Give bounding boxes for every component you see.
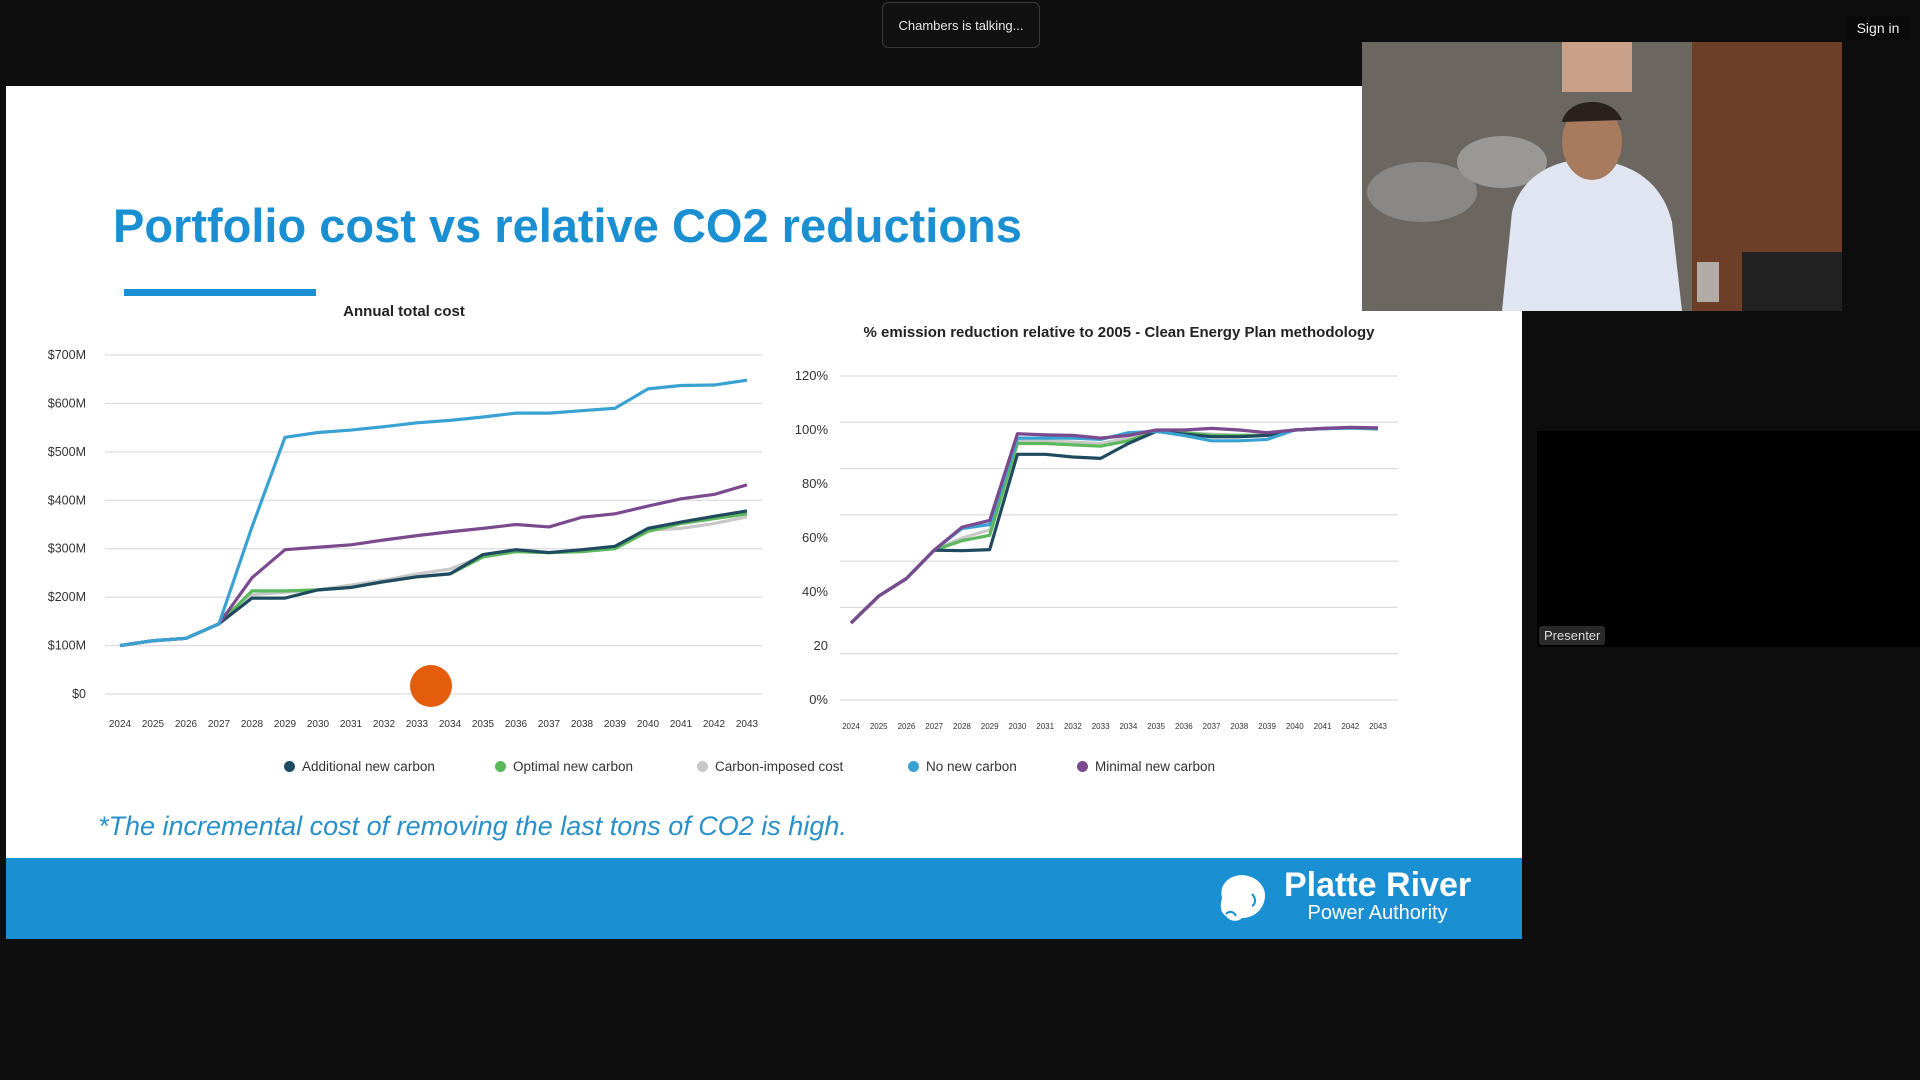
x-tick-label: 2038 (571, 719, 594, 730)
x-tick-label: 2030 (1009, 722, 1027, 731)
series-line (849, 426, 1379, 625)
legend-swatch (284, 761, 295, 772)
y-tick-label: 60% (802, 530, 828, 545)
series-line (119, 378, 748, 648)
x-tick-label: 2036 (1175, 722, 1193, 731)
logo-subtitle: Power Authority (1307, 902, 1448, 924)
x-tick-label: 2031 (1036, 722, 1054, 731)
y-tick-label: $300M (48, 542, 86, 556)
legend-label: Additional new carbon (302, 759, 435, 774)
slide-footnote: *The incremental cost of removing the la… (98, 811, 847, 841)
x-tick-label: 2032 (1064, 722, 1082, 731)
presenter-label: Presenter (1539, 626, 1606, 645)
x-tick-label: 2041 (1314, 722, 1332, 731)
x-tick-label: 2026 (898, 722, 916, 731)
series-line (849, 425, 1379, 625)
series-line (849, 426, 1379, 625)
x-tick-label: 2028 (241, 719, 264, 730)
x-tick-label: 2037 (1203, 722, 1221, 731)
legend-label: Minimal new carbon (1095, 759, 1216, 774)
platte-river-logo: Platte River Power Authority (1212, 868, 1471, 924)
x-tick-label: 2040 (1286, 722, 1304, 731)
y-tick-label: 0% (809, 692, 828, 707)
x-tick-label: 2030 (307, 719, 330, 730)
legend-swatch (495, 761, 506, 772)
y-tick-label: $600M (48, 396, 86, 410)
y-tick-label: 100% (795, 422, 829, 437)
x-tick-label: 2033 (1092, 722, 1110, 731)
x-tick-label: 2028 (953, 722, 971, 731)
x-tick-label: 2036 (505, 719, 528, 730)
x-tick-label: 2042 (703, 719, 726, 730)
x-tick-label: 2024 (842, 722, 860, 731)
x-tick-label: 2024 (109, 719, 132, 730)
x-tick-label: 2025 (142, 719, 165, 730)
x-tick-label: 2038 (1230, 722, 1248, 731)
x-tick-label: 2029 (274, 719, 297, 730)
legend-item: Minimal new carbon (1077, 759, 1215, 774)
legend-label: No new carbon (926, 759, 1017, 774)
y-tick-label: 80% (802, 476, 828, 491)
pointer-marker (410, 665, 452, 707)
speaker-video[interactable] (1362, 42, 1842, 311)
legend-item: Carbon-imposed cost (697, 759, 843, 774)
x-tick-label: 2039 (604, 719, 627, 730)
legend-label: Carbon-imposed cost (715, 759, 844, 774)
x-tick-label: 2026 (175, 719, 198, 730)
x-tick-label: 2035 (472, 719, 495, 730)
cost-chart-title: Annual total cost (343, 303, 465, 320)
legend-swatch (697, 761, 708, 772)
x-tick-label: 2031 (340, 719, 363, 730)
x-tick-label: 2041 (670, 719, 693, 730)
bison-icon (1220, 875, 1266, 921)
y-tick-label: 20 (814, 638, 828, 653)
legend-item: Additional new carbon (284, 759, 435, 774)
x-tick-label: 2027 (208, 719, 231, 730)
y-tick-label: $0 (72, 687, 86, 701)
x-tick-label: 2040 (637, 719, 660, 730)
emission-chart-title: % emission reduction relative to 2005 - … (863, 324, 1375, 341)
slide-title: Portfolio cost vs relative CO2 reduction… (113, 199, 1022, 252)
series-line (849, 426, 1379, 625)
title-underline (124, 289, 316, 296)
speaking-indicator: Chambers is talking... (882, 2, 1040, 48)
x-tick-label: 2037 (538, 719, 561, 730)
y-tick-label: $200M (48, 590, 86, 604)
legend-label: Optimal new carbon (513, 759, 634, 774)
x-tick-label: 2035 (1147, 722, 1165, 731)
presenter-tile[interactable] (1537, 431, 1920, 647)
x-tick-label: 2029 (981, 722, 999, 731)
legend-swatch (908, 761, 919, 772)
x-tick-label: 2042 (1341, 722, 1359, 731)
y-tick-label: 40% (802, 584, 828, 599)
series-line (849, 426, 1379, 625)
x-tick-label: 2032 (373, 719, 396, 730)
x-tick-label: 2025 (870, 722, 888, 731)
series-line (119, 509, 748, 648)
x-tick-label: 2039 (1258, 722, 1276, 731)
legend-item: No new carbon (908, 759, 1017, 774)
y-tick-label: $100M (48, 639, 86, 653)
y-tick-label: $500M (48, 445, 86, 459)
slide-footer-bar (6, 858, 1522, 939)
legend-swatch (1077, 761, 1088, 772)
x-tick-label: 2043 (736, 719, 759, 730)
x-tick-label: 2034 (1119, 722, 1137, 731)
x-tick-label: 2033 (406, 719, 429, 730)
y-tick-label: 120% (795, 368, 829, 383)
logo-name: Platte River (1284, 866, 1472, 904)
speaker-video-frame (1362, 42, 1842, 311)
legend-item: Optimal new carbon (495, 759, 633, 774)
x-tick-label: 2043 (1369, 722, 1387, 731)
y-tick-label: $700M (48, 348, 86, 362)
sign-in-button[interactable]: Sign in (1846, 16, 1910, 40)
x-tick-label: 2034 (439, 719, 462, 730)
y-tick-label: $400M (48, 493, 86, 507)
series-line (119, 483, 748, 648)
x-tick-label: 2027 (925, 722, 943, 731)
